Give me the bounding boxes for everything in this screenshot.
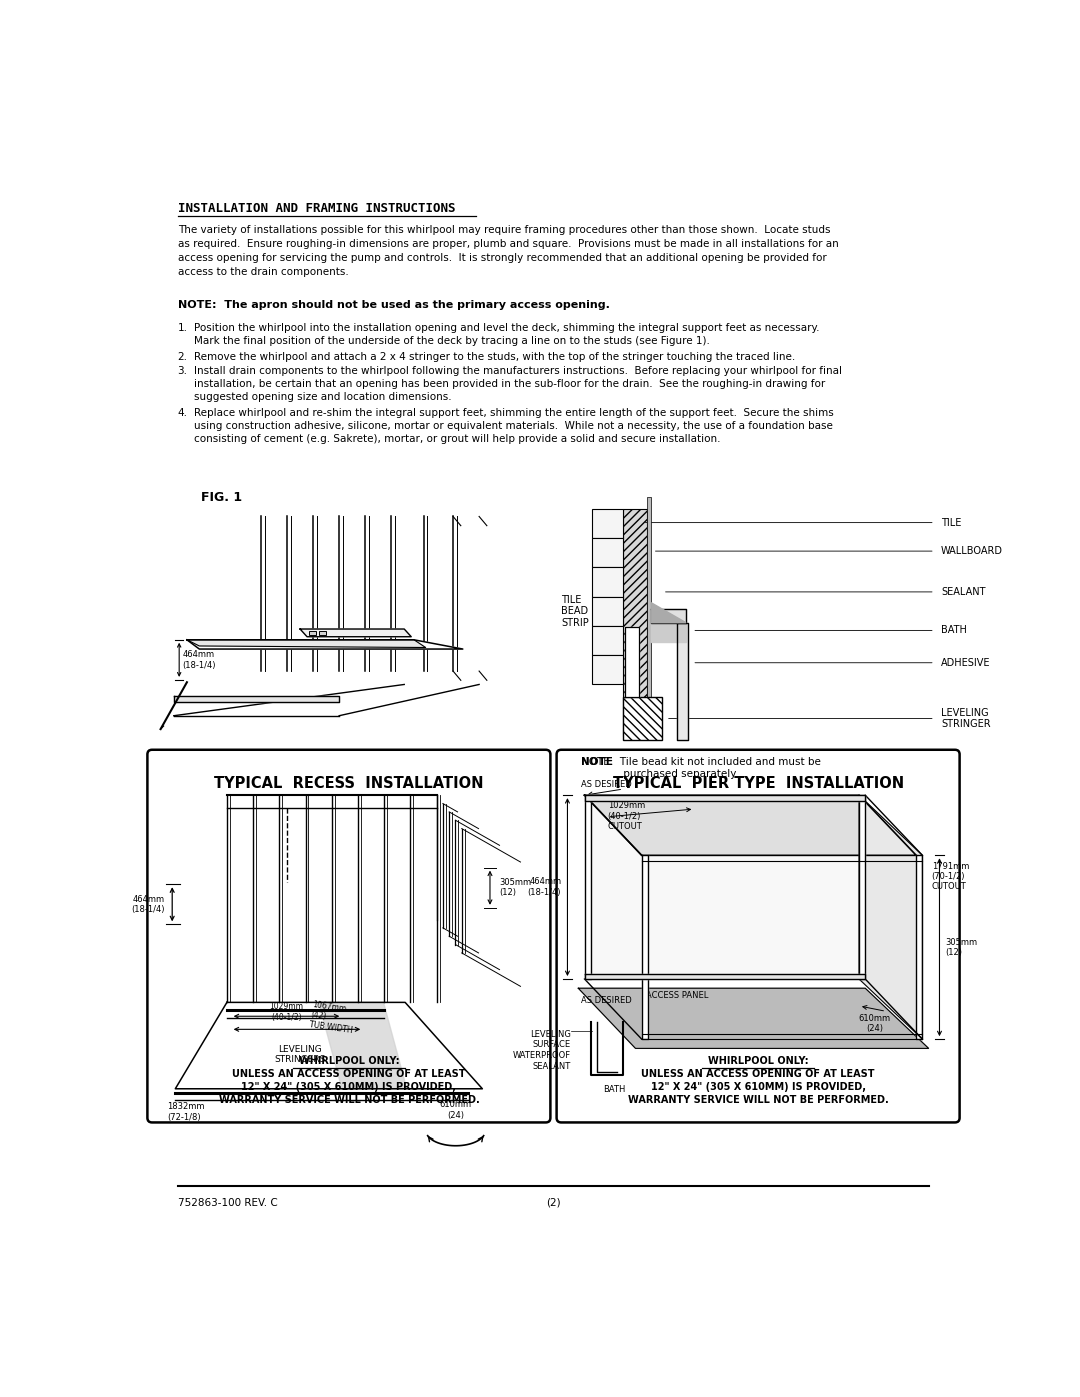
Text: 610mm
(24): 610mm (24)	[859, 1014, 891, 1032]
Text: NOTE:  Tile bead kit not included and must be
             purchased separately.: NOTE: Tile bead kit not included and mus…	[581, 757, 821, 780]
Text: Remove the whirlpool and attach a 2 x 4 stringer to the studs, with the top of t: Remove the whirlpool and attach a 2 x 4 …	[194, 352, 795, 362]
Text: installation, be certain that an opening has been provided in the sub-floor for : installation, be certain that an opening…	[194, 379, 825, 390]
Text: WATERPROOF
SEALANT: WATERPROOF SEALANT	[512, 1051, 570, 1070]
Text: TYPICAL  PIER TYPE  INSTALLATION: TYPICAL PIER TYPE INSTALLATION	[612, 775, 904, 791]
Text: consisting of cement (e.g. Sakrete), mortar, or grout will help provide a solid : consisting of cement (e.g. Sakrete), mor…	[194, 433, 720, 444]
Polygon shape	[578, 988, 929, 1048]
Polygon shape	[677, 623, 688, 740]
Text: SEALANT: SEALANT	[941, 587, 985, 597]
Text: LEVELING
SURFACE: LEVELING SURFACE	[529, 1030, 570, 1049]
Polygon shape	[319, 1003, 407, 1088]
Bar	[592, 509, 623, 538]
Polygon shape	[651, 623, 686, 643]
Polygon shape	[916, 855, 922, 1039]
Bar	[647, 497, 651, 697]
Text: LEVELING
STRINGERS: LEVELING STRINGERS	[274, 1045, 326, 1065]
Text: 752863-100 REV. C: 752863-100 REV. C	[177, 1197, 278, 1208]
FancyBboxPatch shape	[147, 750, 551, 1122]
Text: 3.: 3.	[177, 366, 188, 376]
Polygon shape	[584, 795, 865, 800]
Bar	[309, 630, 316, 636]
Bar	[592, 626, 623, 655]
Text: Mark the final position of the underside of the deck by tracing a line on to the: Mark the final position of the underside…	[194, 337, 710, 346]
Text: ACCESS PANEL: ACCESS PANEL	[646, 990, 708, 999]
Text: 1029mm
(40-1/2): 1029mm (40-1/2)	[270, 1002, 303, 1021]
Bar	[623, 697, 662, 740]
Text: WALLBOARD: WALLBOARD	[941, 546, 1003, 556]
Bar	[592, 655, 623, 685]
Polygon shape	[859, 795, 922, 1039]
Text: NOTE: NOTE	[581, 757, 612, 767]
FancyBboxPatch shape	[556, 750, 960, 1122]
Polygon shape	[584, 795, 859, 979]
Text: 305mm
(12): 305mm (12)	[946, 937, 977, 957]
Text: UNLESS AN ACCESS OPENING OF AT LEAST
12" X 24" (305 X 610MM) IS PROVIDED,
WARRAN: UNLESS AN ACCESS OPENING OF AT LEAST 12"…	[218, 1069, 480, 1105]
Polygon shape	[859, 795, 865, 979]
Polygon shape	[175, 1003, 483, 1088]
Text: 1791mm
(70-1/2)
CUTOUT: 1791mm (70-1/2) CUTOUT	[932, 862, 969, 891]
Text: Replace whirlpool and re-shim the integral support feet, shimming the entire len: Replace whirlpool and re-shim the integr…	[194, 408, 834, 418]
Text: AS DESIRED: AS DESIRED	[581, 780, 632, 789]
Text: suggested opening size and location dimensions.: suggested opening size and location dime…	[194, 393, 451, 402]
Text: Position the whirlpool into the installation opening and level the deck, shimmin: Position the whirlpool into the installa…	[194, 323, 820, 332]
Text: 1.: 1.	[177, 323, 188, 332]
Polygon shape	[651, 609, 686, 623]
Text: WHIRLPOOL ONLY:: WHIRLPOOL ONLY:	[298, 1056, 400, 1066]
Text: 464mm
(18-1/4): 464mm (18-1/4)	[528, 877, 562, 897]
Text: TYPICAL  RECESS  INSTALLATION: TYPICAL RECESS INSTALLATION	[214, 775, 484, 791]
Text: INSTALLATION AND FRAMING INSTRUCTIONS: INSTALLATION AND FRAMING INSTRUCTIONS	[177, 203, 455, 215]
Text: 464mm
(18-1/4): 464mm (18-1/4)	[183, 650, 216, 669]
Polygon shape	[187, 640, 426, 647]
Text: 610mm
(24): 610mm (24)	[440, 1101, 472, 1119]
Text: 2.: 2.	[177, 352, 188, 362]
Bar	[592, 567, 623, 597]
Text: The variety of installations possible for this whirlpool may require framing pro: The variety of installations possible fo…	[177, 225, 838, 278]
Polygon shape	[642, 855, 648, 1039]
Text: Install drain components to the whirlpool following the manufacturers instructio: Install drain components to the whirlpoo…	[194, 366, 842, 376]
Polygon shape	[187, 640, 463, 650]
Text: using construction adhesive, silicone, mortar or equivalent materials.  While no: using construction adhesive, silicone, m…	[194, 420, 833, 430]
Text: 4.: 4.	[177, 408, 188, 418]
Bar	[592, 597, 623, 626]
Text: ADHESIVE: ADHESIVE	[941, 658, 990, 668]
Text: BATH: BATH	[941, 626, 967, 636]
Text: 1067mm
(42)
TUB WIDTH: 1067mm (42) TUB WIDTH	[309, 1000, 356, 1035]
Text: TILE
BEAD
STRIP: TILE BEAD STRIP	[562, 595, 589, 627]
Text: 464mm
(18-1/4): 464mm (18-1/4)	[131, 894, 164, 914]
Polygon shape	[625, 627, 638, 697]
Bar	[592, 538, 623, 567]
Text: 1832mm
(72-1/8): 1832mm (72-1/8)	[167, 1102, 205, 1122]
Text: TILE: TILE	[941, 518, 961, 528]
Polygon shape	[584, 795, 591, 979]
Text: (2): (2)	[546, 1197, 561, 1208]
Polygon shape	[174, 696, 339, 701]
Text: LEVELING
STRINGER: LEVELING STRINGER	[941, 708, 990, 729]
Polygon shape	[584, 795, 916, 855]
Text: AS DESIRED: AS DESIRED	[581, 996, 632, 1004]
Text: FIG. 1: FIG. 1	[201, 490, 242, 504]
Bar	[623, 509, 647, 736]
Text: 1029mm
(40-1/2)
CUTOUT: 1029mm (40-1/2) CUTOUT	[608, 802, 645, 831]
Text: NOTE:  The apron should not be used as the primary access opening.: NOTE: The apron should not be used as th…	[177, 300, 609, 310]
Text: WHIRLPOOL ONLY:: WHIRLPOOL ONLY:	[707, 1056, 809, 1066]
Polygon shape	[651, 602, 686, 623]
Polygon shape	[300, 629, 411, 637]
Bar	[320, 630, 326, 636]
Text: BATH: BATH	[603, 1084, 625, 1094]
Text: UNLESS AN ACCESS OPENING OF AT LEAST
12" X 24" (305 X 610MM) IS PROVIDED,
WARRAN: UNLESS AN ACCESS OPENING OF AT LEAST 12"…	[627, 1069, 889, 1105]
Polygon shape	[584, 974, 865, 979]
Text: 305mm
(12): 305mm (12)	[499, 879, 531, 897]
